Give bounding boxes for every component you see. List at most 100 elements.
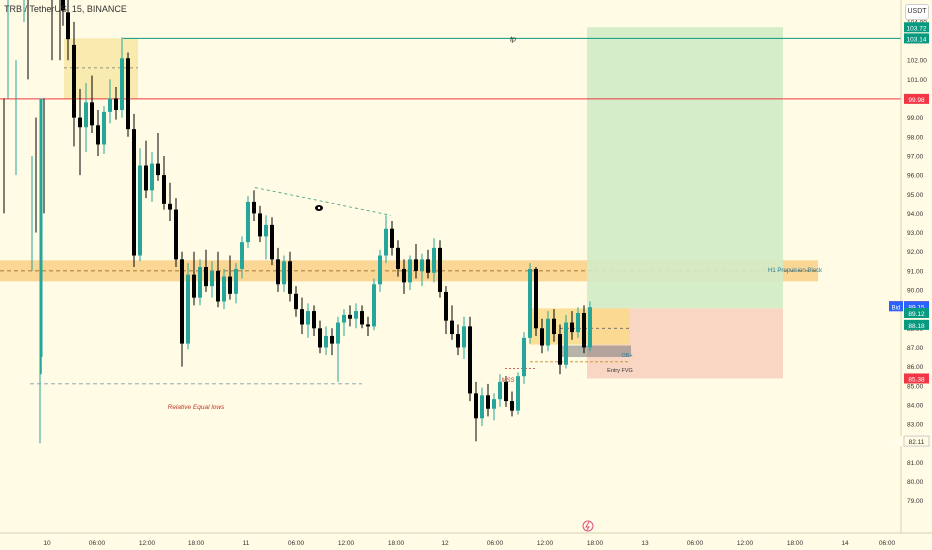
tp-label: tp xyxy=(510,36,516,43)
candle-body xyxy=(186,274,190,344)
candle-body xyxy=(468,326,472,394)
candle-body xyxy=(78,117,82,128)
price-tag xyxy=(904,22,929,33)
x-tick-label: 18:00 xyxy=(388,540,405,547)
candle-body xyxy=(306,311,310,325)
y-tick-label: 85.00 xyxy=(907,383,924,390)
y-tick-label: 102.00 xyxy=(907,58,927,65)
candle-body xyxy=(216,270,220,302)
candle-body xyxy=(222,276,226,302)
candle-body xyxy=(348,314,352,319)
x-tick-label: 14 xyxy=(841,540,849,547)
y-tick-label: 92.00 xyxy=(907,249,924,256)
candle-body xyxy=(414,259,418,271)
candle-body xyxy=(312,311,316,329)
x-tick-label: 18:00 xyxy=(787,540,804,547)
price-tag xyxy=(904,319,929,330)
candle-body xyxy=(588,307,592,348)
price-tag-value: 103.14 xyxy=(907,36,927,43)
price-tag xyxy=(904,307,929,318)
y-tick-label: 83.00 xyxy=(907,422,924,429)
candle-body xyxy=(144,165,148,191)
price-tag-value: 88.18 xyxy=(908,323,925,330)
candle-body xyxy=(318,328,322,348)
price-tag-value: 89.12 xyxy=(908,311,925,318)
candle-body xyxy=(384,228,388,256)
candle-body xyxy=(270,224,274,260)
ob-label: OB+ xyxy=(621,353,632,359)
candle-body xyxy=(510,401,514,411)
candle-body xyxy=(228,276,232,294)
currency-button[interactable]: USDT xyxy=(905,4,929,20)
candle-body xyxy=(246,201,250,243)
candle-body xyxy=(396,247,400,269)
candle-body xyxy=(408,259,412,283)
candle-body xyxy=(120,58,124,110)
candle-body xyxy=(210,270,214,287)
x-tick-label: 10 xyxy=(43,540,51,547)
candle-body xyxy=(342,314,346,323)
candle-body xyxy=(378,255,382,285)
y-tick-label: 97.00 xyxy=(907,153,924,160)
candle-body xyxy=(252,201,256,214)
order-block-box xyxy=(64,38,138,99)
candle-body xyxy=(420,259,424,271)
candle-body xyxy=(162,175,166,204)
candle-body xyxy=(294,293,298,310)
candle-body xyxy=(84,102,88,128)
x-tick-label: 06:00 xyxy=(89,540,106,547)
candle-body xyxy=(168,203,172,210)
x-tick-label: 06:00 xyxy=(288,540,305,547)
profit-zone xyxy=(587,27,783,309)
symbol-title: TRB / TetherUS, 15, BINANCE xyxy=(4,4,127,14)
x-tick-label: 12 xyxy=(441,540,449,547)
candle-body xyxy=(204,267,208,287)
candle-body xyxy=(336,322,340,344)
price-tag-value: 89.15 xyxy=(908,304,925,311)
y-tick-label: 93.00 xyxy=(907,230,924,237)
x-tick-label: 06:00 xyxy=(879,540,896,547)
price-tag-value: 103.72 xyxy=(907,25,927,32)
candle-body xyxy=(288,261,292,294)
candle-body xyxy=(264,224,268,237)
lightning-icon xyxy=(582,520,594,532)
candle-body xyxy=(498,381,502,400)
candle-body xyxy=(534,268,538,329)
candle-body xyxy=(366,324,370,327)
candle-body xyxy=(564,322,568,365)
candle-body xyxy=(282,261,286,285)
candle-body xyxy=(570,322,574,333)
candle-body xyxy=(582,312,586,348)
price-tag-badge xyxy=(889,301,903,312)
candle-body xyxy=(150,163,154,191)
x-tick-label: 12:00 xyxy=(139,540,156,547)
y-tick-label: 98.00 xyxy=(907,134,924,141)
candle-body xyxy=(486,395,490,409)
candle-body xyxy=(444,291,448,321)
candle-body xyxy=(522,337,526,377)
candle-body xyxy=(174,209,178,260)
candle-body xyxy=(546,318,550,346)
candle-body xyxy=(474,393,478,419)
mss-label: MSS xyxy=(501,378,514,384)
price-tag xyxy=(904,301,929,312)
candle-body xyxy=(480,395,484,419)
candle-body xyxy=(438,247,442,292)
candle-body xyxy=(234,268,238,294)
candle-body xyxy=(456,334,460,348)
candle-body xyxy=(72,44,76,118)
candle-body xyxy=(504,381,508,402)
y-tick-label: 87.00 xyxy=(907,345,924,352)
candle-body xyxy=(516,376,520,411)
candle-body xyxy=(552,318,556,335)
entry-fvg-box xyxy=(558,345,631,358)
y-tick-label: 99.00 xyxy=(907,115,924,122)
x-tick-label: 06:00 xyxy=(487,540,504,547)
x-tick-label: 12:00 xyxy=(537,540,554,547)
y-tick-label: 90.00 xyxy=(907,288,924,295)
candle-body xyxy=(240,242,244,269)
candle-body xyxy=(90,102,94,126)
trendline xyxy=(254,187,392,216)
candle-body xyxy=(432,247,436,273)
